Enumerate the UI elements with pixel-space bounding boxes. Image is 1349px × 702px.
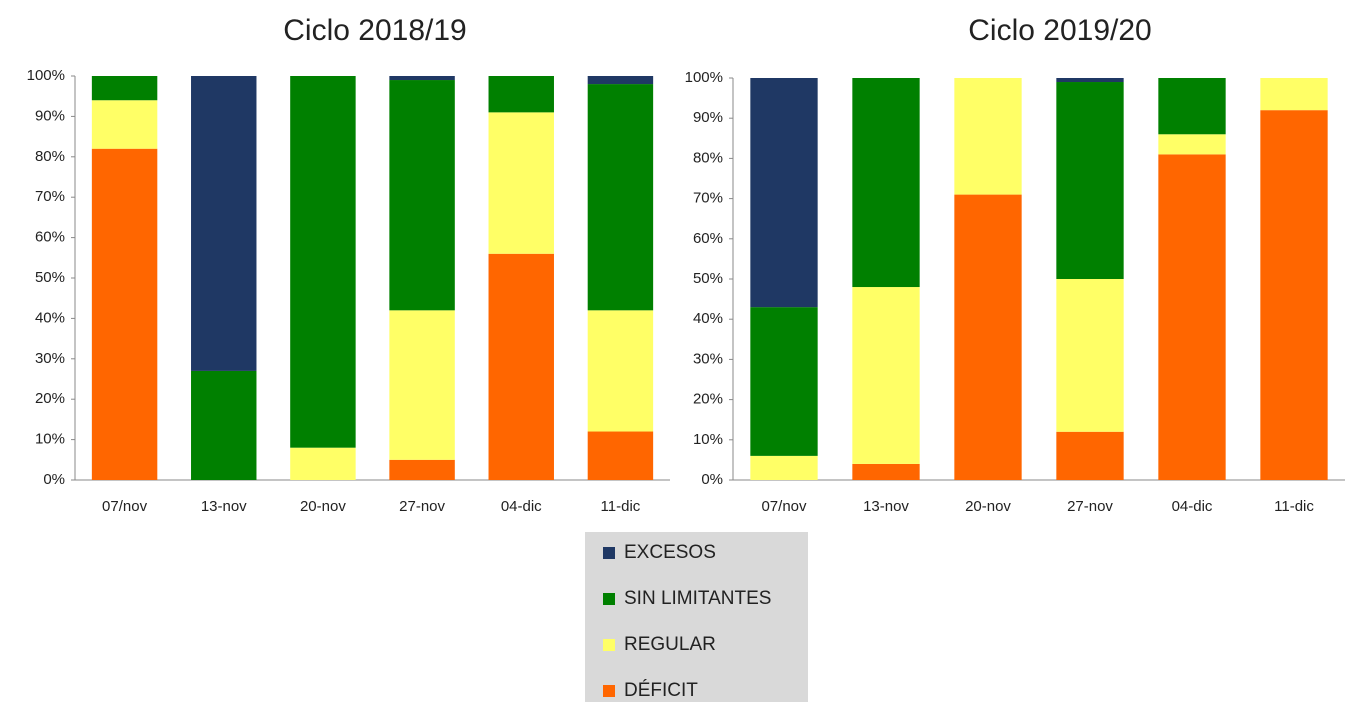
bar-segment: [91, 100, 158, 149]
x-tick-label: 13-nov: [201, 498, 247, 515]
bar-segment: [488, 253, 554, 480]
bar-segment: [587, 76, 654, 85]
y-tick-label: 60%: [35, 229, 65, 246]
y-tick-label: 20%: [693, 391, 723, 408]
bar-segment: [954, 194, 1022, 480]
bar-segment: [1056, 82, 1124, 280]
bar-segment: [750, 78, 818, 308]
legend-label: EXCESOS: [624, 542, 716, 563]
legend-label: REGULAR: [624, 634, 716, 655]
bar-segment: [1260, 110, 1328, 480]
bar-segment: [1056, 279, 1124, 432]
legend-box: [585, 532, 808, 702]
bar-segment: [191, 370, 257, 480]
x-tick-label: 07/nov: [102, 498, 148, 515]
bar-segment: [191, 76, 257, 371]
x-tick-label: 20-nov: [300, 498, 346, 515]
bar-segment: [1158, 134, 1226, 155]
bar-segment: [587, 431, 654, 480]
bar-segment: [1158, 78, 1226, 135]
y-tick-label: 0%: [43, 471, 65, 488]
bar-segment: [954, 78, 1022, 195]
y-tick-label: 50%: [693, 270, 723, 287]
x-tick-label: 20-nov: [965, 498, 1011, 515]
bar-segment: [488, 76, 554, 113]
bar-segment: [750, 455, 818, 480]
y-tick-label: 0%: [701, 471, 723, 488]
bar-segment: [91, 148, 158, 480]
x-tick-label: 27-nov: [1067, 498, 1113, 515]
y-tick-label: 70%: [35, 188, 65, 205]
y-tick-label: 30%: [693, 350, 723, 367]
bar-segment: [587, 310, 654, 432]
legend-swatch: [603, 685, 615, 697]
y-tick-label: 50%: [35, 269, 65, 286]
y-tick-label: 60%: [693, 230, 723, 247]
y-tick-label: 80%: [35, 148, 65, 165]
x-tick-label: 13-nov: [863, 498, 909, 515]
y-tick-label: 40%: [693, 310, 723, 327]
bar-segment: [1056, 431, 1124, 480]
y-tick-label: 40%: [35, 309, 65, 326]
bar-segment: [587, 84, 654, 311]
y-tick-label: 100%: [685, 69, 723, 86]
legend-swatch: [603, 593, 615, 605]
bar-segment: [389, 310, 455, 460]
x-tick-label: 04-dic: [1172, 498, 1213, 515]
bar-segment: [750, 307, 818, 456]
bar-segment: [389, 459, 455, 480]
x-tick-label: 11-dic: [601, 498, 641, 515]
y-tick-label: 70%: [693, 190, 723, 207]
x-tick-label: 27-nov: [399, 498, 445, 515]
legend-label: SIN LIMITANTES: [624, 588, 771, 609]
bar-segment: [1056, 78, 1124, 83]
y-tick-label: 10%: [693, 431, 723, 448]
bar-segment: [389, 76, 455, 81]
y-tick-label: 30%: [35, 350, 65, 367]
bar-segment: [1158, 154, 1226, 480]
y-tick-label: 90%: [693, 109, 723, 126]
bar-segment: [91, 76, 158, 101]
legend-swatch: [603, 639, 615, 651]
x-tick-label: 07/nov: [761, 498, 807, 515]
y-tick-label: 10%: [35, 431, 65, 448]
chart-title: Ciclo 2018/19: [283, 14, 466, 47]
bar-segment: [852, 463, 920, 480]
bar-segment: [488, 112, 554, 254]
legend-swatch: [603, 547, 615, 559]
x-tick-label: 04-dic: [501, 498, 542, 515]
y-tick-label: 80%: [693, 149, 723, 166]
x-tick-label: 11-dic: [1274, 498, 1314, 515]
y-tick-label: 20%: [35, 390, 65, 407]
y-tick-label: 90%: [35, 107, 65, 124]
bar-segment: [852, 287, 920, 464]
chart-title: Ciclo 2019/20: [968, 14, 1151, 47]
bar-segment: [852, 78, 920, 288]
bar-segment: [389, 80, 455, 311]
bar-segment: [290, 76, 356, 448]
bar-segment: [1260, 78, 1328, 111]
legend-label: DÉFICIT: [624, 680, 698, 701]
bar-segment: [290, 447, 356, 480]
y-tick-label: 100%: [27, 67, 65, 84]
